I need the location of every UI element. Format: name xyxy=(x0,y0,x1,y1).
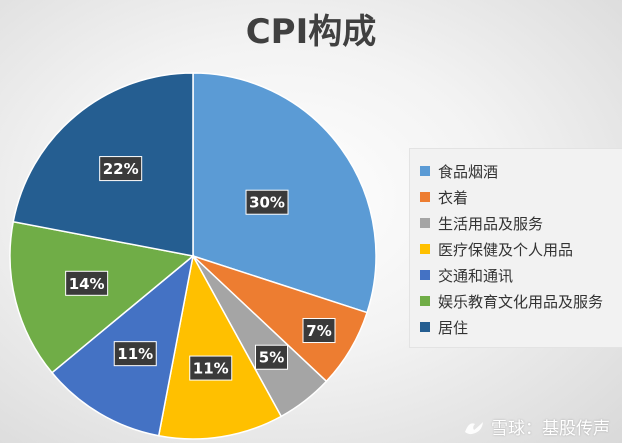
watermark: 雪球：基股传声 xyxy=(463,414,610,439)
legend-item-housing: 居住 xyxy=(420,315,468,339)
legend-swatch xyxy=(420,244,430,254)
legend-item-daily: 生活用品及服务 xyxy=(420,211,543,235)
data-label: 11% xyxy=(113,341,157,367)
legend-item-food: 食品烟酒 xyxy=(420,159,498,183)
svg-text:22%: 22% xyxy=(103,160,139,178)
legend-item-education: 娱乐教育文化用品及服务 xyxy=(420,289,603,313)
pie-slice xyxy=(157,253,283,440)
legend-swatch xyxy=(420,270,430,280)
svg-text:14%: 14% xyxy=(69,275,105,293)
data-label: 7% xyxy=(302,318,336,344)
chart-title: CPI构成 xyxy=(245,12,377,52)
legend-item-transport: 交通和通讯 xyxy=(420,263,513,287)
legend-item-health: 医疗保健及个人用品 xyxy=(420,237,573,261)
svg-text:11%: 11% xyxy=(193,360,229,378)
data-label: 5% xyxy=(255,344,289,370)
legend-label: 娱乐教育文化用品及服务 xyxy=(438,292,604,311)
legend-label: 食品烟酒 xyxy=(438,162,499,181)
legend-swatch xyxy=(420,296,430,306)
legend-label: 医疗保健及个人用品 xyxy=(438,240,574,259)
legend-swatch xyxy=(420,218,430,228)
data-label: 30% xyxy=(245,189,289,215)
pie-slice xyxy=(9,220,195,374)
snowball-logo-icon xyxy=(465,421,483,434)
watermark-text: 雪球：基股传声 xyxy=(491,419,610,439)
legend-swatch xyxy=(420,166,430,176)
legend-swatch xyxy=(420,322,430,332)
legend-item-clothing: 衣着 xyxy=(420,185,468,209)
data-label: 14% xyxy=(65,270,109,296)
legend-swatch xyxy=(420,192,430,202)
svg-text:5%: 5% xyxy=(259,349,284,367)
legend-label: 生活用品及服务 xyxy=(438,214,544,233)
data-label: 11% xyxy=(189,355,233,381)
svg-text:11%: 11% xyxy=(117,345,153,363)
legend-label: 衣着 xyxy=(438,188,469,207)
chart-legend: 食品烟酒 衣着 生活用品及服务 医疗保健及个人用品 交通和通讯 娱乐教育文化用品… xyxy=(409,148,622,348)
legend-label: 交通和通讯 xyxy=(438,266,514,285)
svg-text:7%: 7% xyxy=(306,322,331,340)
data-label: 22% xyxy=(99,156,143,182)
legend-label: 居住 xyxy=(438,318,469,337)
svg-text:30%: 30% xyxy=(249,194,285,212)
